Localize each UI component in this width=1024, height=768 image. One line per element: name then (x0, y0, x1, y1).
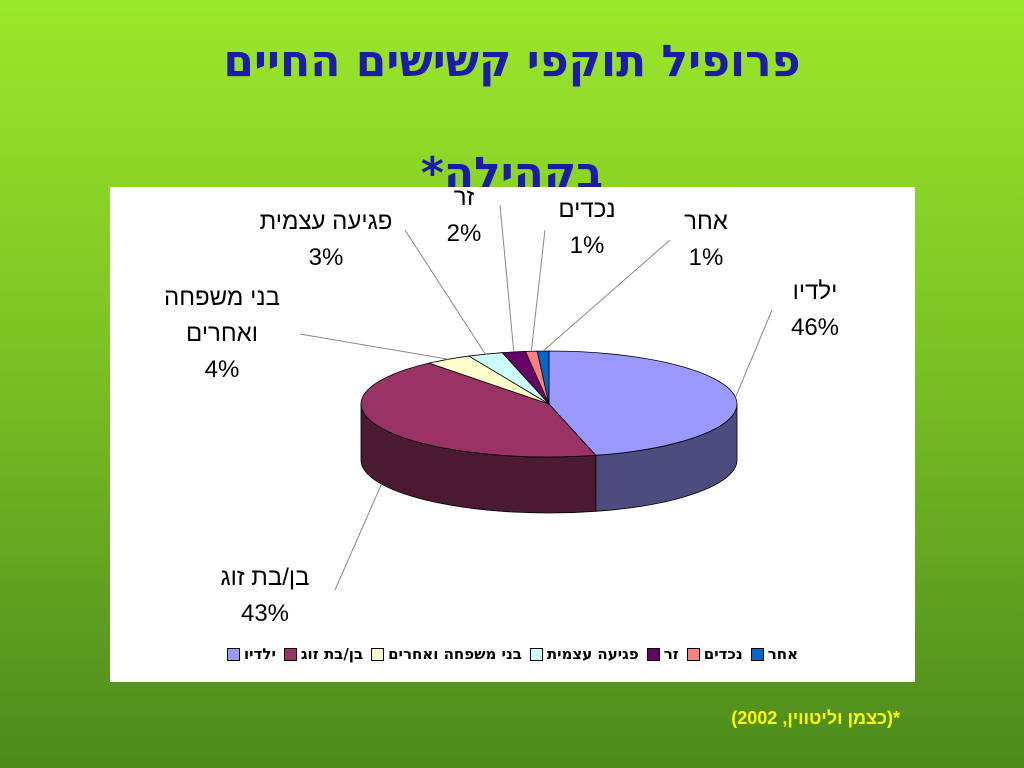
legend: ילדיו בן/בת זוג בני משפחה ואחרים פגיעה עצמי… (110, 645, 915, 663)
leader-line (499, 204, 515, 352)
legend-item: אחר (750, 645, 798, 663)
leader-line (530, 229, 546, 352)
legend-swatch (686, 647, 700, 661)
leader-line (299, 333, 449, 360)
legend-item: בן/בת זוג (283, 645, 364, 663)
legend-swatch (283, 647, 297, 661)
legend-label: נכדים (703, 645, 743, 663)
legend-item: זר (646, 645, 679, 663)
legend-label: בני משפחה ואחרים (388, 645, 522, 663)
pie-slice (536, 350, 550, 405)
category-label: נכדים (558, 196, 616, 223)
legend-label: פגיעה עצמית (546, 645, 639, 663)
legend-swatch (226, 647, 240, 661)
value-label: 4% (204, 356, 240, 383)
legend-item: פגיעה עצמית (529, 645, 639, 663)
leader-line (735, 309, 773, 398)
leader-line (404, 229, 486, 355)
legend-swatch (371, 647, 385, 661)
value-label: 1% (688, 244, 724, 271)
value-label: 2% (446, 220, 482, 247)
category-label: בני משפחה ואחרים (163, 284, 280, 347)
category-label: בן/בת זוג (220, 564, 310, 591)
legend-label: אחר (767, 645, 798, 663)
legend-swatch (529, 647, 543, 661)
leader-line (542, 239, 671, 352)
footnote: *(כצמן וליטווין, 2002) (731, 708, 900, 728)
category-label: זר (453, 184, 475, 211)
pie-slice (360, 362, 597, 458)
category-label: אחר (684, 208, 728, 235)
category-label: ילדיו (792, 278, 838, 305)
data-label: בן/בת זוג 43% (185, 560, 345, 632)
slide-title: פרופיל תוקפי קשישים החיים בקהילה* (223, 36, 801, 199)
value-label: 46% (790, 314, 840, 341)
data-label: זר 2% (424, 180, 504, 252)
legend-swatch (646, 647, 660, 661)
legend-label: זר (663, 645, 679, 663)
data-label: נכדים 1% (532, 192, 642, 264)
legend-item: בני משפחה ואחרים (371, 645, 522, 663)
data-label: אחר 1% (666, 204, 746, 276)
value-label: 43% (240, 600, 290, 627)
data-label: פגיעה עצמית 3% (241, 204, 411, 276)
legend-item: נכדים (686, 645, 743, 663)
legend-label: ילדיו (243, 645, 276, 663)
category-label: פגיעה עצמית (259, 208, 393, 235)
value-label: 3% (308, 244, 344, 271)
legend-label: בן/בת זוג (300, 645, 364, 663)
data-label: בני משפחה ואחרים 4% (142, 280, 302, 388)
legend-swatch (750, 647, 764, 661)
legend-item: ילדיו (226, 645, 276, 663)
data-label: ילדיו 46% (755, 274, 875, 346)
leader-line (334, 483, 382, 591)
value-label: 1% (569, 232, 605, 259)
